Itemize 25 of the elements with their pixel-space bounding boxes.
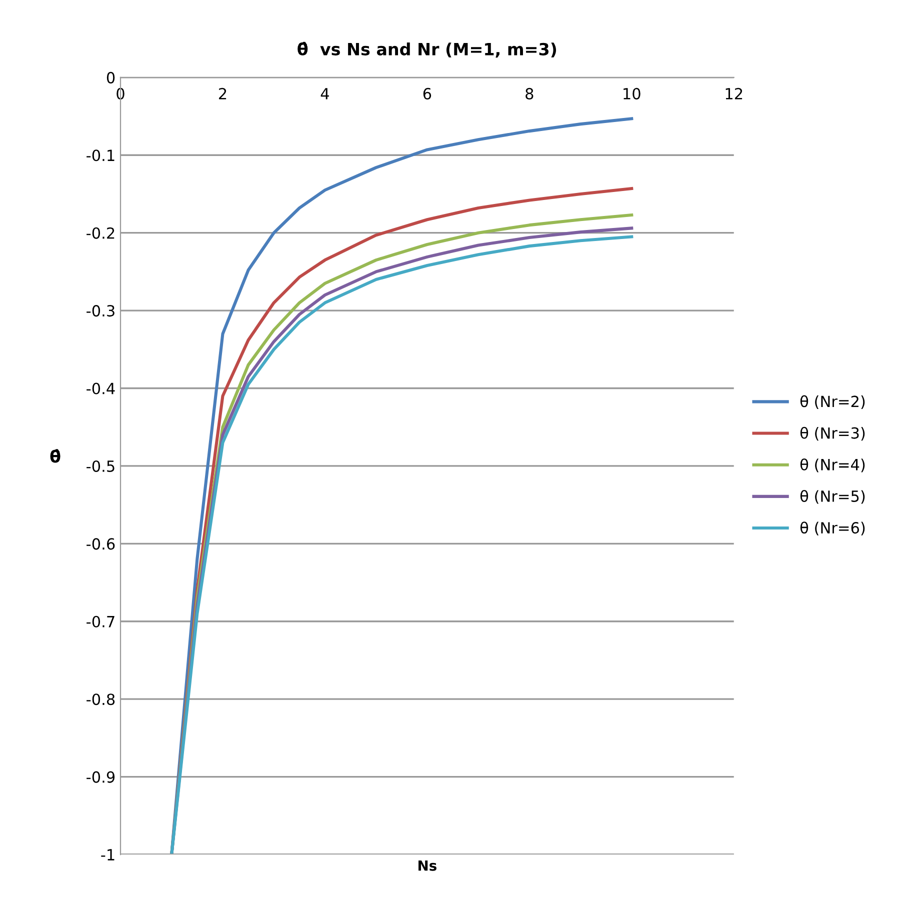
y-tick-label: -0.1 xyxy=(86,150,114,162)
legend-label: θ (Nr=2) xyxy=(800,395,865,410)
legend-label: θ (Nr=4) xyxy=(800,458,865,472)
legend-label: θ (Nr=5) xyxy=(800,490,865,504)
y-tick-label: -0.3 xyxy=(86,305,114,317)
x-axis-title: Ns xyxy=(418,860,436,871)
y-tick-label: -0.7 xyxy=(86,616,114,628)
chart-title: θ̂ vs Ns and Nr (M=1, m=3) xyxy=(298,42,556,58)
y-tick-label: -0.4 xyxy=(86,382,115,394)
y-tick-label: 0 xyxy=(106,72,115,84)
x-tick-label: 2 xyxy=(218,88,226,100)
y-tick-label: -0.9 xyxy=(86,771,115,783)
x-tick-label: 12 xyxy=(726,88,742,100)
y-tick-label: -1 xyxy=(101,849,114,860)
y-tick-label: -0.5 xyxy=(86,460,114,472)
legend-label: θ (Nr=3) xyxy=(800,426,865,441)
y-axis-title: θ̂ xyxy=(50,449,60,463)
x-tick-label: 6 xyxy=(423,88,432,100)
y-tick-label: -0.6 xyxy=(86,538,115,550)
y-tick-label: -0.2 xyxy=(86,227,114,239)
x-tick-label: 8 xyxy=(526,88,534,100)
legend-label: θ (Nr=6) xyxy=(800,522,865,536)
x-tick-label: 4 xyxy=(320,88,329,100)
y-tick-label: -0.8 xyxy=(86,694,115,706)
x-tick-label: 10 xyxy=(624,88,640,100)
